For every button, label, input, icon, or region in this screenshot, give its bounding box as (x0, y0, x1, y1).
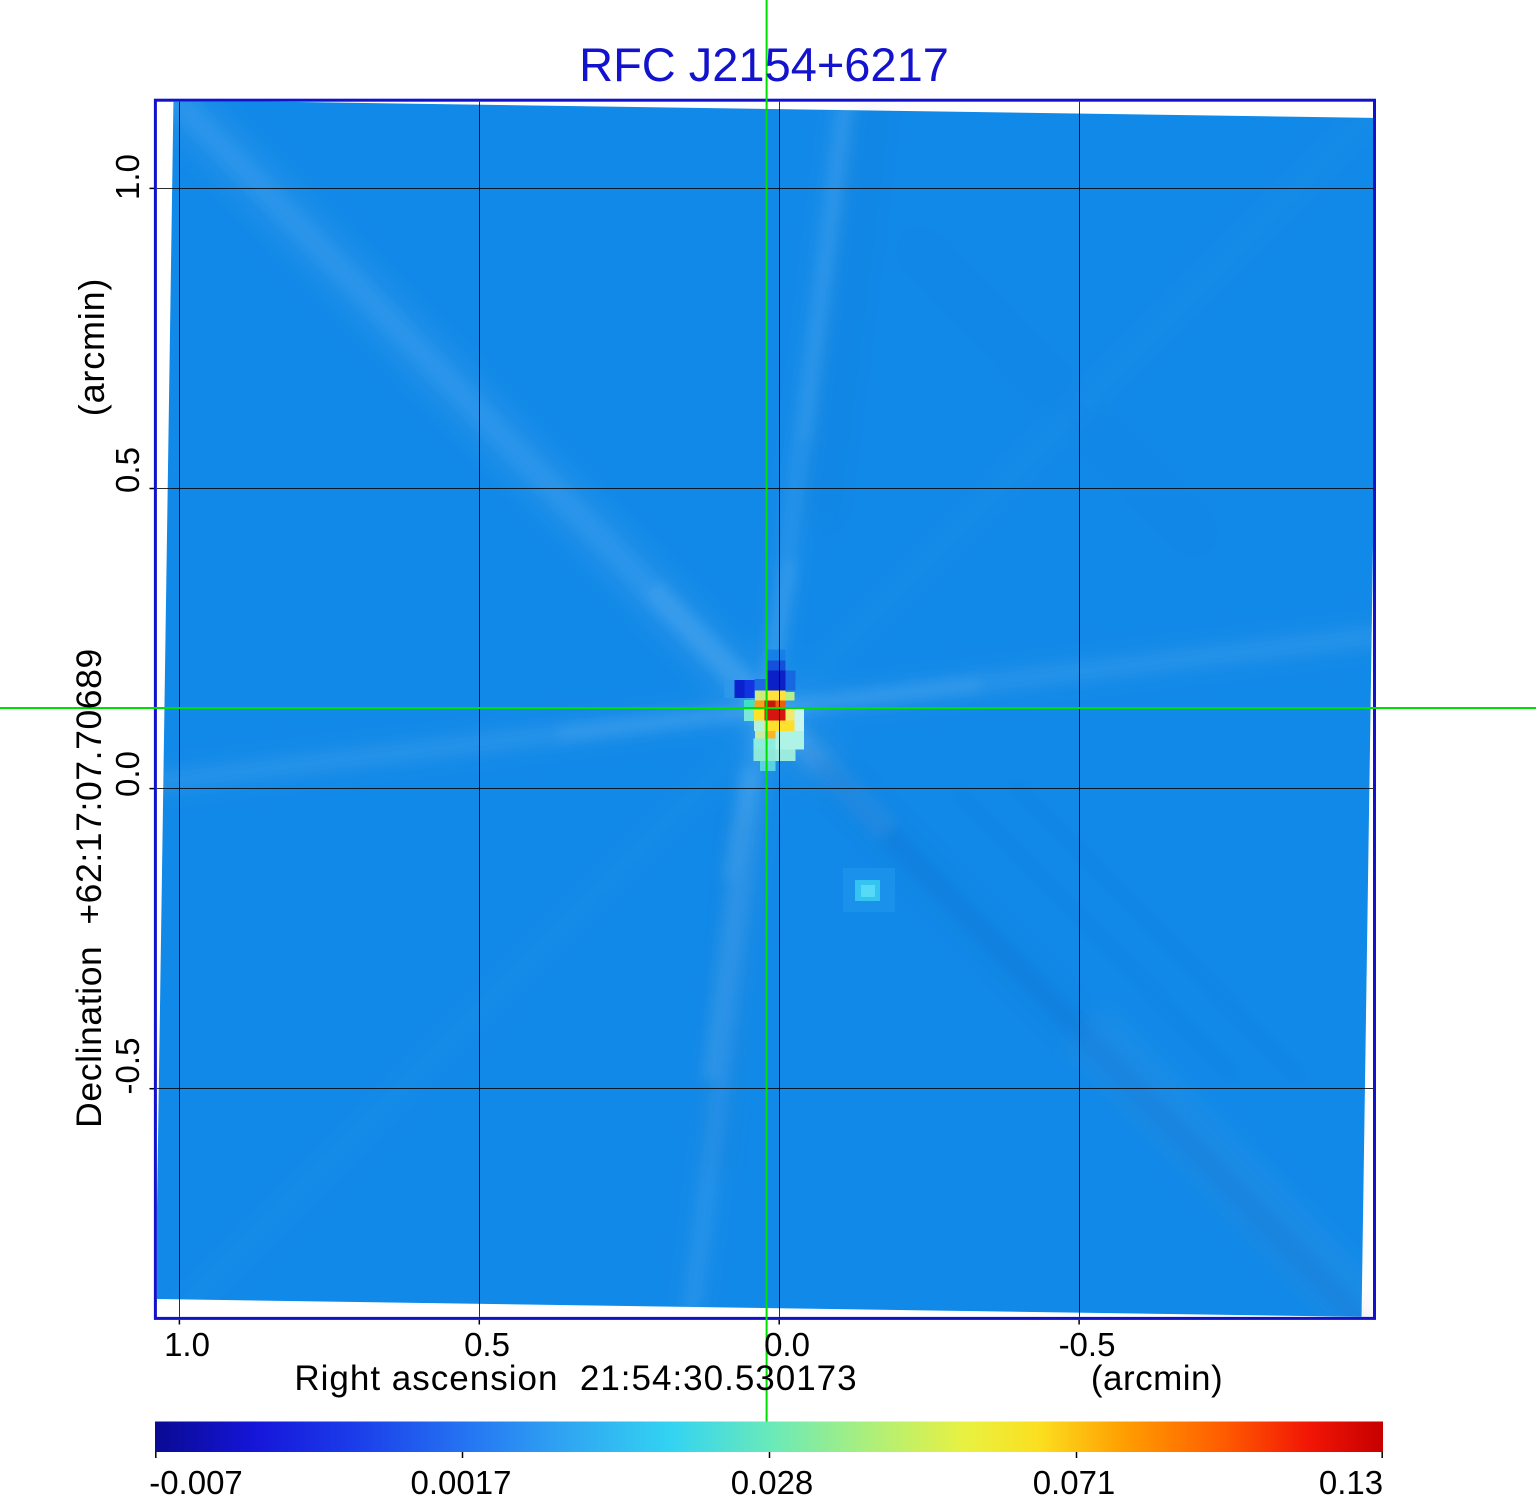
svg-text:(arcmin): (arcmin) (71, 278, 112, 416)
svg-text:-0.5: -0.5 (109, 1038, 146, 1095)
svg-text:RFC J2154+6217: RFC J2154+6217 (579, 38, 949, 91)
svg-text:0.028: 0.028 (731, 1464, 814, 1501)
svg-text:0.5: 0.5 (109, 447, 146, 493)
svg-text:0.5: 0.5 (464, 1326, 510, 1363)
svg-text:(arcmin): (arcmin) (1091, 1359, 1223, 1398)
svg-text:0.0017: 0.0017 (411, 1464, 512, 1501)
svg-text:0.0: 0.0 (109, 751, 146, 797)
svg-text:1.0: 1.0 (164, 1326, 210, 1363)
svg-text:0.0: 0.0 (764, 1326, 810, 1363)
svg-text:-0.007: -0.007 (149, 1464, 243, 1501)
svg-text:Declination +62:17:07.70689: Declination +62:17:07.70689 (69, 648, 109, 1128)
svg-text:0.071: 0.071 (1033, 1464, 1116, 1501)
svg-text:0.13: 0.13 (1319, 1464, 1383, 1501)
svg-text:1.0: 1.0 (109, 154, 146, 200)
svg-text:Right ascension 21:54:30.5301: Right ascension 21:54:30.530173 (294, 1359, 857, 1398)
svg-text:-0.5: -0.5 (1059, 1326, 1116, 1363)
